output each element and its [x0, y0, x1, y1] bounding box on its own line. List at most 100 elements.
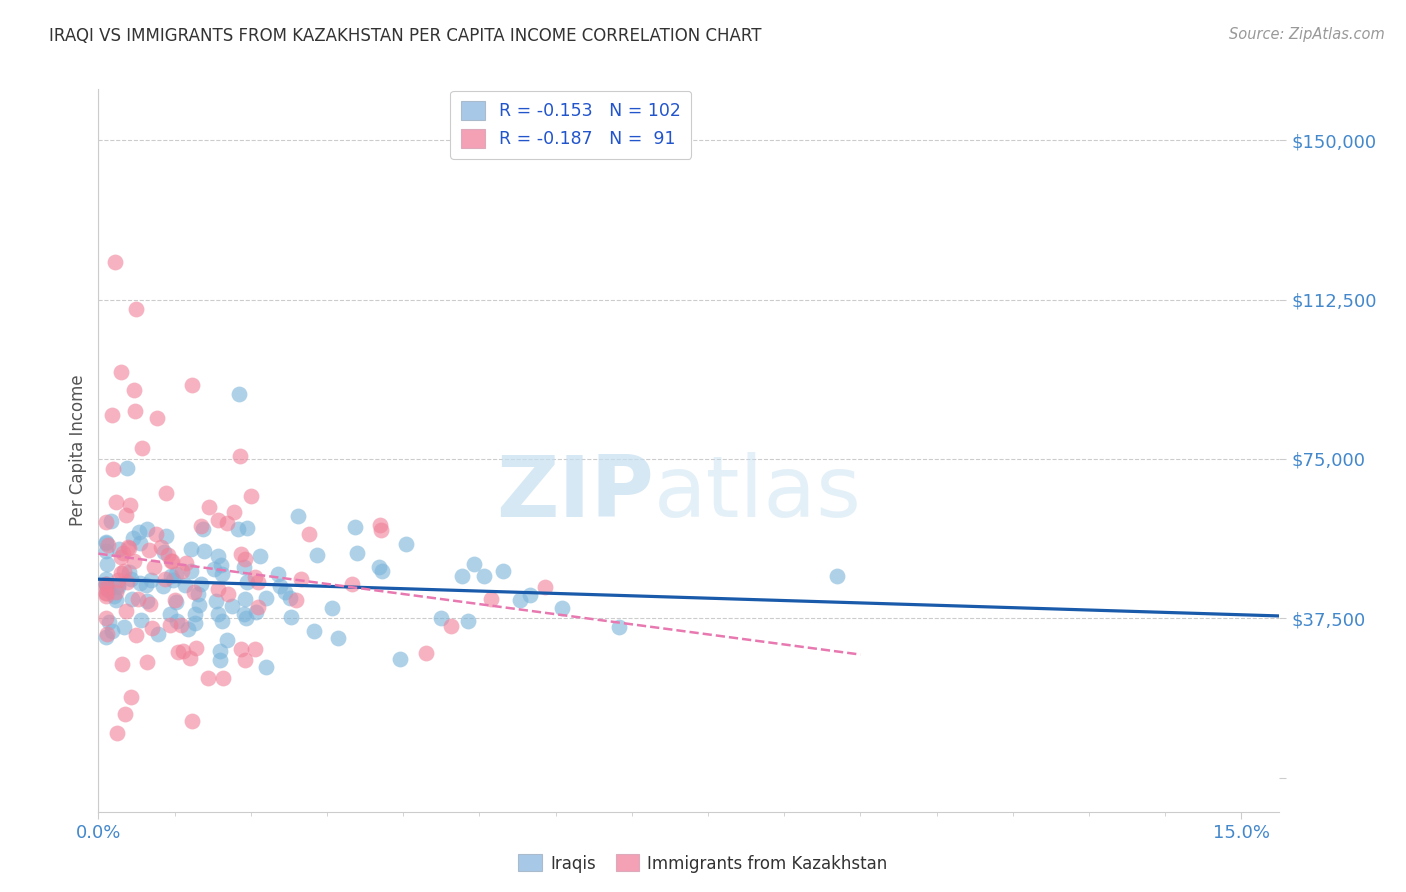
Point — [125, 628, 148, 642]
Point — [118, 541, 141, 556]
Point — [125, 301, 148, 316]
Point — [415, 646, 437, 660]
Point — [551, 600, 574, 615]
Point — [344, 520, 367, 534]
Point — [215, 632, 238, 647]
Point — [100, 514, 122, 528]
Point — [388, 652, 411, 666]
Point — [287, 508, 309, 523]
Point — [122, 383, 145, 397]
Point — [233, 607, 256, 621]
Point — [217, 587, 239, 601]
Point — [450, 569, 472, 583]
Point — [120, 572, 142, 586]
Point — [243, 642, 266, 657]
Point — [118, 499, 141, 513]
Point — [94, 582, 117, 596]
Point — [229, 547, 252, 561]
Point — [128, 525, 150, 540]
Point — [159, 569, 181, 583]
Point — [94, 585, 117, 599]
Point — [463, 557, 485, 571]
Legend: Iraqis, Immigrants from Kazakhstan: Iraqis, Immigrants from Kazakhstan — [512, 847, 894, 880]
Point — [97, 615, 120, 629]
Point — [211, 671, 233, 685]
Text: Source: ZipAtlas.com: Source: ZipAtlas.com — [1229, 27, 1385, 42]
Point — [165, 566, 187, 581]
Text: atlas: atlas — [654, 452, 862, 535]
Point — [94, 577, 117, 591]
Point — [247, 574, 270, 589]
Point — [825, 569, 848, 583]
Point — [243, 570, 266, 584]
Point — [221, 599, 243, 613]
Point — [172, 643, 194, 657]
Point — [328, 631, 350, 645]
Point — [342, 577, 364, 591]
Point — [142, 559, 165, 574]
Point — [371, 564, 394, 578]
Point — [100, 409, 122, 423]
Point — [112, 565, 135, 579]
Point — [104, 593, 127, 607]
Point — [146, 626, 169, 640]
Point — [105, 585, 128, 599]
Point — [190, 518, 212, 533]
Point — [269, 579, 291, 593]
Point — [128, 576, 150, 591]
Point — [180, 714, 202, 728]
Point — [207, 582, 229, 596]
Point — [110, 549, 132, 564]
Point — [304, 624, 326, 638]
Point — [136, 655, 159, 669]
Point — [139, 573, 162, 587]
Point — [172, 564, 194, 578]
Y-axis label: Per Capita Income: Per Capita Income — [69, 375, 87, 526]
Point — [233, 652, 256, 666]
Point — [472, 569, 495, 583]
Point — [179, 651, 201, 665]
Point — [233, 552, 256, 566]
Point — [121, 690, 143, 705]
Point — [115, 575, 138, 590]
Point — [174, 577, 197, 591]
Point — [135, 578, 157, 592]
Point — [184, 615, 207, 630]
Point — [131, 441, 153, 455]
Point — [94, 515, 117, 529]
Point — [280, 610, 302, 624]
Point — [104, 255, 127, 269]
Point — [129, 536, 152, 550]
Point — [112, 620, 135, 634]
Point — [298, 526, 321, 541]
Point — [97, 538, 120, 552]
Point — [207, 607, 229, 622]
Point — [141, 621, 163, 635]
Point — [136, 594, 159, 608]
Point — [346, 546, 368, 560]
Point — [266, 566, 288, 581]
Point — [145, 526, 167, 541]
Point — [226, 523, 249, 537]
Point — [240, 489, 263, 503]
Point — [101, 462, 124, 476]
Point — [607, 619, 630, 633]
Point — [165, 595, 187, 609]
Point — [184, 607, 207, 622]
Point — [94, 577, 117, 591]
Point — [197, 671, 219, 685]
Point — [97, 582, 120, 597]
Point — [139, 597, 162, 611]
Point — [492, 564, 515, 578]
Point — [254, 591, 277, 606]
Point — [180, 564, 202, 578]
Point — [153, 572, 176, 586]
Point — [160, 554, 183, 568]
Point — [110, 365, 132, 379]
Point — [184, 640, 207, 655]
Point — [208, 644, 231, 658]
Point — [114, 604, 136, 618]
Point — [180, 541, 202, 556]
Point — [208, 653, 231, 667]
Point — [124, 404, 146, 418]
